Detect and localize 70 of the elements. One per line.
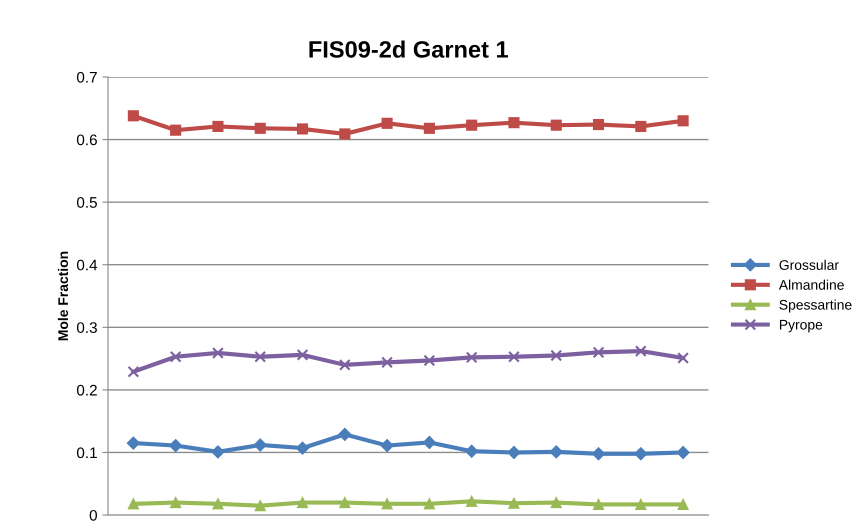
point	[508, 350, 520, 363]
point	[592, 498, 604, 510]
y-tick-label: 0.7	[76, 72, 97, 83]
point	[254, 438, 267, 452]
legend-label: Almandine	[778, 280, 844, 290]
point	[382, 498, 393, 510]
point	[550, 497, 562, 508]
y-tick-label: 0	[90, 510, 97, 521]
point	[212, 347, 224, 359]
point	[634, 447, 648, 460]
point	[212, 498, 224, 510]
point	[338, 428, 352, 441]
point	[212, 120, 224, 132]
point	[507, 446, 521, 460]
point	[169, 439, 182, 452]
point	[678, 115, 689, 126]
point	[634, 345, 647, 358]
point	[211, 445, 225, 458]
point	[254, 350, 266, 363]
y-tick-label: 0.2	[76, 384, 97, 396]
point	[466, 351, 478, 364]
y-tick-label: 0.5	[76, 197, 97, 208]
point	[508, 498, 520, 509]
point	[381, 356, 393, 368]
point	[382, 118, 393, 129]
point	[677, 352, 690, 364]
point	[170, 350, 182, 363]
point	[424, 122, 435, 134]
point	[296, 123, 308, 134]
y-tick-label: 0.6	[76, 134, 97, 146]
point	[592, 119, 604, 130]
y-axis-title: Mole Fraction	[58, 252, 68, 340]
point	[254, 500, 266, 512]
point	[550, 120, 562, 131]
point	[550, 350, 562, 362]
point	[170, 497, 182, 508]
point	[380, 439, 394, 452]
point	[592, 346, 604, 358]
point	[338, 358, 351, 371]
point	[296, 497, 308, 508]
point	[678, 498, 689, 510]
point	[592, 447, 606, 460]
y-tick-label: 0.3	[76, 322, 97, 334]
point	[550, 445, 563, 458]
point	[423, 354, 436, 366]
point	[127, 366, 140, 378]
point	[466, 496, 478, 507]
point	[170, 124, 182, 136]
point	[424, 498, 435, 510]
point	[466, 120, 478, 131]
point	[676, 446, 690, 460]
point	[128, 110, 139, 122]
legend-label: Spessartine	[779, 300, 852, 312]
point	[339, 128, 350, 140]
point	[296, 442, 310, 455]
legend-label: Grossular	[780, 260, 839, 270]
point	[422, 436, 436, 450]
point	[128, 498, 139, 510]
y-tick-label: 0.1	[76, 447, 97, 458]
point	[254, 122, 266, 134]
point	[296, 348, 308, 361]
legend-label: Pyrope	[780, 320, 822, 332]
point	[635, 498, 646, 510]
y-tick-label: 0.4	[76, 260, 98, 270]
point	[126, 436, 140, 450]
point	[465, 444, 478, 458]
point	[635, 120, 646, 132]
point	[339, 497, 350, 508]
chart-title: FIS09-2d Garnet 1	[309, 40, 508, 58]
point	[508, 117, 520, 128]
